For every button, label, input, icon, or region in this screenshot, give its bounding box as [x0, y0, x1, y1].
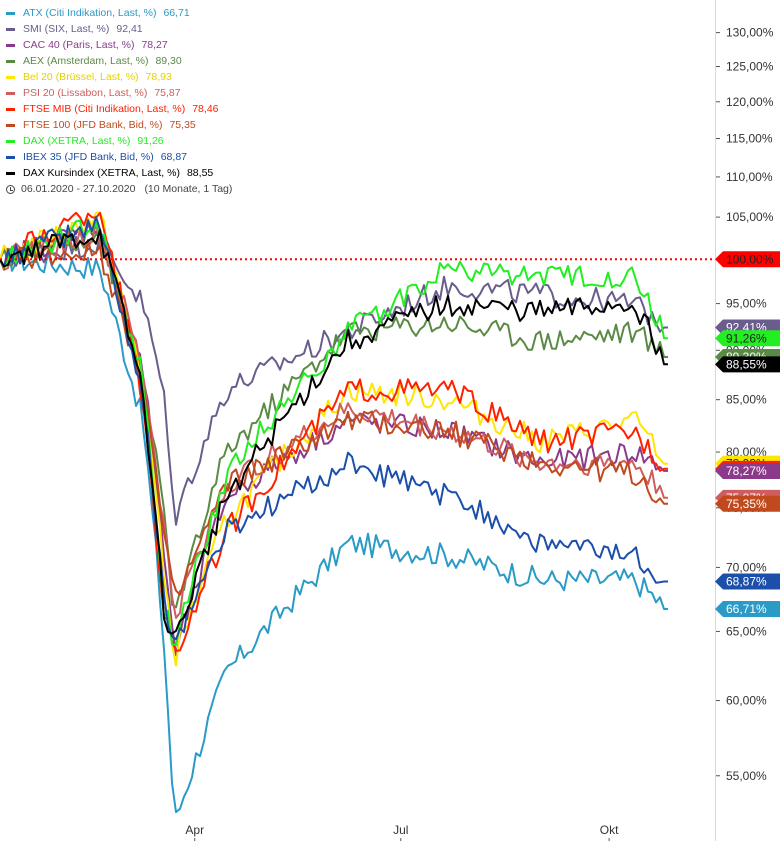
- y-tick-label: 65,00%: [726, 624, 767, 638]
- series-line: [0, 239, 668, 596]
- reference-label: 100,00%: [715, 251, 780, 268]
- legend-swatch: [6, 43, 15, 47]
- end-label-text: 66,71%: [726, 602, 767, 616]
- legend-entry: PSI 20 (Lissabon, Last, %) 75,87: [6, 85, 232, 101]
- legend-value: 92,41: [116, 23, 143, 35]
- series-line: [0, 221, 668, 657]
- end-label-text: 78,27%: [726, 464, 767, 478]
- legend-label: DAX Kursindex (XETRA, Last, %): [23, 167, 180, 179]
- legend-swatch: [6, 123, 15, 127]
- y-axis: 55,00%60,00%65,00%70,00%75,00%80,00%85,0…: [716, 26, 774, 783]
- clock-icon: [6, 184, 15, 194]
- legend-entry: CAC 40 (Paris, Last, %) 78,27: [6, 37, 232, 53]
- legend-swatch: [6, 107, 15, 111]
- x-tick-label: Apr: [185, 823, 204, 837]
- y-tick-label: 85,00%: [726, 393, 767, 407]
- end-label-text: 75,35%: [726, 497, 767, 511]
- legend-value: 75,87: [154, 87, 181, 99]
- end-label-badge: [715, 356, 780, 373]
- y-tick-label: 80,00%: [726, 445, 767, 459]
- end-labels: 100,00%92,41%91,26%89,30%88,55%78,93%78,…: [715, 251, 780, 618]
- legend-label: DAX (XETRA, Last, %): [23, 135, 131, 147]
- legend-swatch: [6, 27, 15, 31]
- legend-label: FTSE 100 (JFD Bank, Bid, %): [23, 119, 163, 131]
- series-end-label: 66,71%: [715, 601, 780, 618]
- legend-swatch: [6, 59, 15, 63]
- legend-label: FTSE MIB (Citi Indikation, Last, %): [23, 103, 186, 115]
- end-label-badge: [715, 462, 780, 479]
- x-tick-label: Okt: [600, 823, 619, 837]
- legend-entry: IBEX 35 (JFD Bank, Bid, %) 68,87: [6, 149, 232, 165]
- y-tick-label: 120,00%: [726, 95, 774, 109]
- series-line: [0, 248, 668, 814]
- legend-value: 68,87: [160, 151, 187, 163]
- y-tick-label: 130,00%: [726, 26, 774, 40]
- period-row: 06.01.2020 - 27.10.2020 (10 Monate, 1 Ta…: [6, 181, 232, 197]
- period-text: 06.01.2020 - 27.10.2020: [21, 183, 136, 195]
- legend-entry: DAX Kursindex (XETRA, Last, %) 88,55: [6, 165, 232, 181]
- x-tick-label: Jul: [393, 823, 408, 837]
- series-line: [0, 228, 668, 635]
- legend-entry: SMI (SIX, Last, %) 92,41: [6, 21, 232, 37]
- legend-entry: AEX (Amsterdam, Last, %) 89,30: [6, 53, 232, 69]
- end-label-text: 68,87%: [726, 574, 767, 588]
- legend-swatch: [6, 155, 15, 159]
- series-end-label: 75,35%: [715, 495, 780, 512]
- end-label-text: 88,55%: [726, 357, 767, 371]
- y-tick-label: 110,00%: [726, 170, 773, 184]
- end-label-text: 100,00%: [726, 252, 774, 266]
- legend-value: 66,71: [163, 7, 190, 19]
- y-tick-label: 105,00%: [726, 210, 774, 224]
- period-span: (10 Monate, 1 Tag): [144, 183, 233, 195]
- legend-value: 89,30: [155, 55, 182, 67]
- end-label-badge: [715, 601, 780, 618]
- legend-value: 78,93: [145, 71, 172, 83]
- y-tick-label: 125,00%: [726, 59, 774, 73]
- x-axis: Apr Jul Okt: [185, 823, 619, 841]
- legend-value: 78,46: [192, 103, 219, 115]
- end-label-badge: [715, 251, 780, 268]
- series-layer: [0, 211, 715, 814]
- series-line: [0, 211, 668, 667]
- legend-entry: ATX (Citi Indikation, Last, %) 66,71: [6, 5, 232, 21]
- legend-swatch: [6, 11, 15, 15]
- series-line: [0, 235, 668, 526]
- series-end-label: 91,26%: [715, 330, 780, 347]
- legend-label: PSI 20 (Lissabon, Last, %): [23, 87, 148, 99]
- legend-label: CAC 40 (Paris, Last, %): [23, 39, 135, 51]
- series-end-label: 88,55%: [715, 356, 780, 373]
- legend-entry: DAX (XETRA, Last, %) 91,26: [6, 133, 232, 149]
- series-end-label: 68,87%: [715, 573, 780, 590]
- series-line: [0, 233, 668, 609]
- legend-value: 75,35: [169, 119, 196, 131]
- legend-entry: Bel 20 (Brüssel, Last, %) 78,93: [6, 69, 232, 85]
- legend-swatch: [6, 75, 15, 79]
- legend-value: 88,55: [186, 167, 214, 179]
- legend-label: SMI (SIX, Last, %): [23, 23, 110, 35]
- end-label-badge: [715, 330, 780, 347]
- y-tick-label: 55,00%: [726, 769, 767, 783]
- series-end-label: 78,27%: [715, 462, 780, 479]
- end-label-badge: [715, 495, 780, 512]
- legend-label: IBEX 35 (JFD Bank, Bid, %): [23, 151, 154, 163]
- legend: ATX (Citi Indikation, Last, %) 66,71 SMI (…: [6, 5, 232, 197]
- y-tick-label: 115,00%: [726, 132, 773, 146]
- legend-label: ATX (Citi Indikation, Last, %): [23, 7, 157, 19]
- series-line: [0, 211, 668, 652]
- y-tick-label: 70,00%: [726, 560, 767, 574]
- legend-value: 91,26: [137, 135, 164, 147]
- legend-swatch: [6, 171, 15, 175]
- legend-entry: FTSE MIB (Citi Indikation, Last, %) 78,46: [6, 101, 232, 117]
- legend-value: 78,27: [141, 39, 168, 51]
- y-tick-label: 95,00%: [726, 297, 767, 311]
- legend-swatch: [6, 139, 15, 143]
- legend-swatch: [6, 91, 15, 95]
- legend-label: AEX (Amsterdam, Last, %): [23, 55, 149, 67]
- end-label-badge: [715, 573, 780, 590]
- legend-label: Bel 20 (Brüssel, Last, %): [23, 71, 139, 83]
- y-tick-label: 60,00%: [726, 694, 767, 708]
- legend-entry: FTSE 100 (JFD Bank, Bid, %) 75,35: [6, 117, 232, 133]
- end-label-text: 91,26%: [726, 331, 767, 345]
